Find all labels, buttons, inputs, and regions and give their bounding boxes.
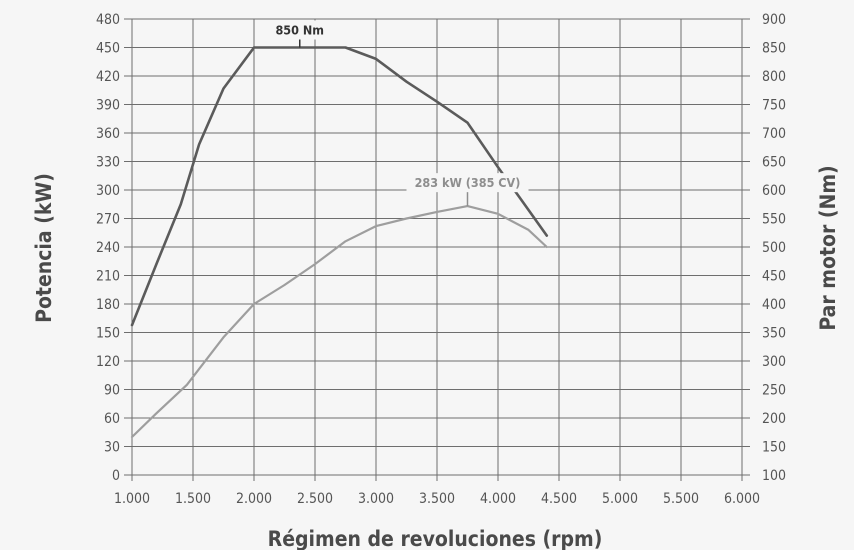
x-tick-label: 5.500 <box>663 491 699 507</box>
left-y-axis-title: Potencia (kW) <box>32 173 56 323</box>
right-y-axis-title: Par motor (Nm) <box>816 165 840 330</box>
left-y-tick-label: 300 <box>96 183 120 199</box>
axis-ticks: 1.000 1.500 2.000 2.500 3.000 3.500 4.000 4.500… <box>96 12 786 507</box>
annotation-box <box>406 173 529 193</box>
x-axis-title: Régimen de revoluciones (rpm) <box>268 527 603 550</box>
left-y-tick-label: 330 <box>96 155 120 171</box>
right-y-tick-label: 300 <box>762 354 786 370</box>
right-y-tick-label: 750 <box>762 98 786 114</box>
left-y-tick-label: 60 <box>104 411 120 427</box>
left-y-tick-label: 390 <box>96 98 120 114</box>
series-lines <box>130 46 549 439</box>
grid-lines <box>131 18 743 476</box>
right-y-tick-label: 250 <box>762 383 786 399</box>
annotation-box <box>268 20 331 40</box>
left-y-tick-label: 360 <box>96 126 120 142</box>
right-y-tick-label: 200 <box>762 411 786 427</box>
right-y-tick-label: 400 <box>762 297 786 313</box>
left-y-tick-label: 30 <box>104 440 120 456</box>
left-y-tick-label: 450 <box>96 41 120 57</box>
right-y-tick-label: 850 <box>762 41 786 57</box>
torque-curve <box>130 46 549 327</box>
left-y-tick-label: 270 <box>96 212 120 228</box>
right-y-tick-label: 150 <box>762 440 786 456</box>
x-tick-label: 4.500 <box>541 491 577 507</box>
annotations: 850 Nm 283 kW (385 CV) <box>268 20 529 207</box>
right-y-tick-label: 100 <box>762 468 786 484</box>
left-y-tick-label: 0 <box>112 468 120 484</box>
left-y-tick-label: 180 <box>96 297 120 313</box>
left-y-tick-label: 150 <box>96 326 120 342</box>
right-y-tick-label: 500 <box>762 240 786 256</box>
right-y-tick-label: 800 <box>762 69 786 85</box>
x-tick-label: 5.000 <box>602 491 638 507</box>
right-y-tick-label: 700 <box>762 126 786 142</box>
right-y-tick-label: 650 <box>762 155 786 171</box>
right-y-tick-label: 600 <box>762 183 786 199</box>
power-curve <box>130 205 548 439</box>
x-tick-label: 1.500 <box>175 491 211 507</box>
x-tick-label: 2.000 <box>236 491 272 507</box>
right-y-tick-label: 900 <box>762 12 786 28</box>
x-tick-label: 2.500 <box>297 491 333 507</box>
x-tick-label: 4.000 <box>480 491 516 507</box>
right-y-tick-label: 450 <box>762 269 786 285</box>
x-tick-label: 3.500 <box>419 491 455 507</box>
annotation-label: 850 Nm <box>275 23 324 38</box>
left-y-tick-label: 210 <box>96 269 120 285</box>
x-tick-label: 6.000 <box>724 491 760 507</box>
left-y-tick-label: 480 <box>96 12 120 28</box>
annotation-label: 283 kW (385 CV) <box>415 175 521 190</box>
left-y-tick-label: 420 <box>96 69 120 85</box>
left-y-tick-label: 240 <box>96 240 120 256</box>
left-y-tick-label: 120 <box>96 354 120 370</box>
left-y-tick-label: 90 <box>104 383 120 399</box>
x-tick-label: 3.000 <box>358 491 394 507</box>
x-tick-label: 1.000 <box>114 491 150 507</box>
right-y-tick-label: 350 <box>762 326 786 342</box>
right-y-tick-label: 550 <box>762 212 786 228</box>
